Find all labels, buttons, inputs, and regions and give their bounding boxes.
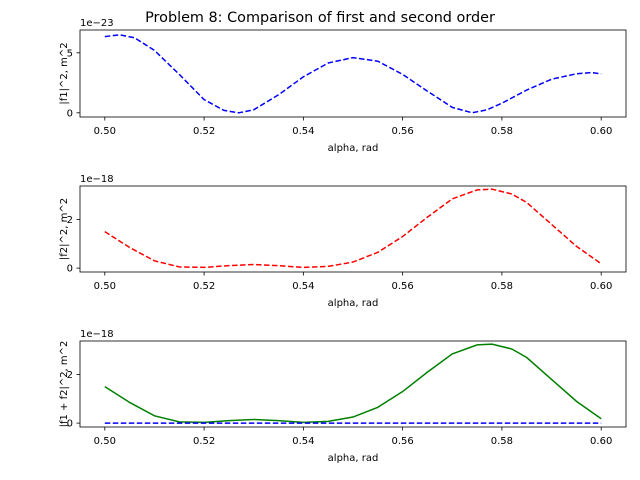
x-axis-label: alpha, rad: [328, 143, 379, 154]
x-axis-label: alpha, rad: [328, 298, 379, 309]
x-tick-label: 0.54: [292, 436, 314, 447]
y-offset-text: 1e−23: [80, 18, 114, 29]
y-offset-text: 1e−18: [80, 174, 114, 185]
x-tick-label: 0.54: [292, 126, 314, 137]
y-tick-label: 0: [67, 419, 73, 430]
x-tick-label: 0.56: [392, 281, 414, 292]
series-line-1: [104, 343, 602, 424]
x-axis-label: alpha, rad: [328, 453, 379, 464]
x-tick-label: 0.50: [94, 281, 116, 292]
x-tick-label: 0.60: [590, 436, 612, 447]
x-tick-label: 0.56: [392, 126, 414, 137]
x-tick-label: 0.52: [193, 436, 215, 447]
axes-frame: [79, 185, 627, 273]
x-tick-label: 0.58: [491, 281, 513, 292]
x-tick-label: 0.58: [491, 436, 513, 447]
x-tick-label: 0.54: [292, 281, 314, 292]
axes-frame: [79, 29, 627, 118]
figure-title: Problem 8: Comparison of first and secon…: [145, 10, 495, 26]
y-tick-label: 5: [67, 48, 73, 59]
x-tick-label: 0.52: [193, 281, 215, 292]
x-tick-label: 0.50: [94, 436, 116, 447]
series-line-1: [104, 188, 602, 269]
subplots: 0.50 0.52 0.54 0.56 0.58 0.60 0 5 1e−23 alpha, ra…: [59, 18, 627, 464]
y-tick-label: 0: [67, 108, 73, 119]
axes-frame: [79, 340, 627, 428]
y-axis-label: |f2|^2, m^2: [59, 198, 70, 260]
y-tick-label: 2: [67, 370, 73, 381]
x-tick-label: 0.60: [590, 126, 612, 137]
y-tick-label: 2: [67, 215, 73, 226]
y-offset-text: 1e−18: [80, 329, 114, 340]
y-tick-label: 0: [67, 264, 73, 275]
y-axis-label: |f1|^2, m^2: [59, 42, 70, 104]
x-tick-label: 0.60: [590, 281, 612, 292]
series-line-1: [104, 34, 602, 114]
x-tick-label: 0.50: [94, 126, 116, 137]
subplot-3: 0.50 0.52 0.54 0.56 0.58 0.60 0 2 1e−18 alpha, ra…: [59, 329, 627, 464]
y-axis-label: |f1 + f2|^2, m^2: [59, 341, 70, 428]
subplot-1: 0.50 0.52 0.54 0.56 0.58 0.60 0 5 1e−23 alpha, ra…: [59, 18, 627, 154]
subplot-2: 0.50 0.52 0.54 0.56 0.58 0.60 0 2 1e−18 alpha, ra…: [59, 174, 627, 309]
x-tick-label: 0.56: [392, 436, 414, 447]
x-tick-label: 0.58: [491, 126, 513, 137]
x-tick-label: 0.52: [193, 126, 215, 137]
